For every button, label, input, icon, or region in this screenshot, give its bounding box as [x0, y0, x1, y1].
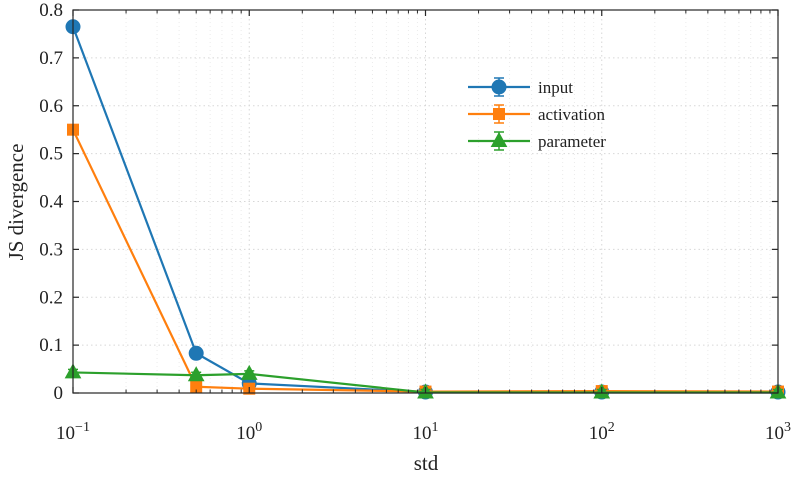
parameter-marker — [187, 366, 205, 382]
legend-label: input — [538, 78, 573, 97]
series-activation — [67, 123, 784, 398]
y-tick-label: 0.6 — [39, 96, 63, 117]
x-tick-label-base: 10 — [765, 423, 784, 444]
legend-marker — [493, 108, 505, 120]
x-tick-label-base: 10 — [236, 423, 255, 444]
y-tick-label: 0 — [54, 383, 64, 404]
activation-line — [72, 129, 779, 393]
x-tick-label-base: 10 — [56, 423, 75, 444]
x-tick-label-exponent: 2 — [608, 420, 615, 435]
x-tick-label-exponent: 0 — [255, 420, 262, 435]
x-tick-label-base: 10 — [413, 423, 432, 444]
y-tick-label: 0.2 — [39, 287, 63, 308]
x-tick-label-exponent: 3 — [784, 420, 791, 435]
legend: input activation parameter — [468, 77, 606, 151]
legend-entry-parameter: parameter — [468, 131, 606, 151]
x-tick-label-exponent: −1 — [75, 420, 90, 435]
x-tick-label-base: 10 — [589, 423, 608, 444]
parameter-marker — [240, 364, 258, 380]
y-axis-label: JS divergence — [4, 144, 28, 261]
y-tick-label: 0.8 — [39, 0, 63, 21]
y-tick-label: 0.7 — [39, 48, 63, 69]
y-tick-label: 0.4 — [39, 192, 63, 213]
input-marker — [188, 345, 204, 361]
x-axis-label: std — [414, 451, 439, 474]
grid-lines — [72, 9, 779, 394]
x-tick-label: 102 — [589, 420, 615, 444]
axis-ticks: 10−1 100 101 102 10300.10.20.30.40.50.60.70.… — [39, 0, 791, 444]
legend-label: parameter — [538, 132, 606, 151]
x-tick-label: 101 — [413, 420, 439, 444]
legend-marker — [490, 131, 508, 147]
y-tick-label: 0.5 — [39, 144, 63, 165]
legend-entry-activation: activation — [468, 104, 606, 124]
x-tick-label-exponent: 1 — [432, 420, 439, 435]
x-tick-label: 10−1 — [56, 420, 90, 444]
legend-entry-input: input — [468, 77, 573, 97]
x-tick-label: 100 — [236, 420, 262, 444]
legend-marker — [491, 79, 507, 95]
y-tick-label: 0.3 — [39, 239, 63, 260]
legend-label: activation — [538, 105, 606, 124]
y-tick-label: 0.1 — [39, 335, 63, 356]
x-tick-label: 103 — [765, 420, 791, 444]
